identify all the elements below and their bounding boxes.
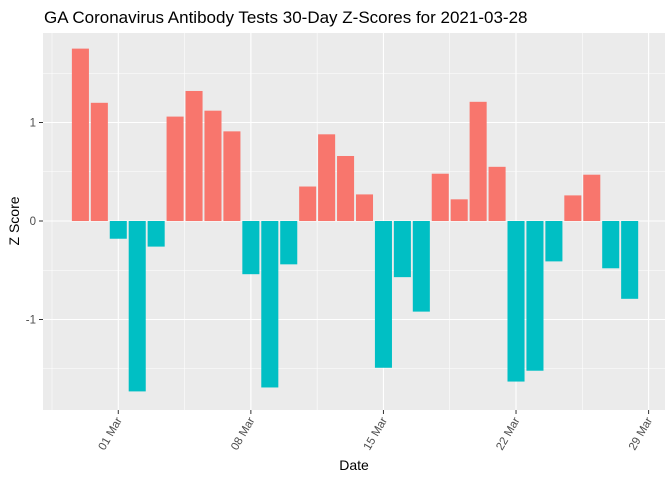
y-tick-label: 0 <box>30 216 36 228</box>
y-axis-label: Z Score <box>6 196 22 245</box>
bar <box>90 102 108 221</box>
bar <box>488 166 506 221</box>
x-tick-label: 01 Mar <box>97 415 125 452</box>
bar <box>71 48 89 221</box>
bar <box>185 90 203 221</box>
chart-title: GA Coronavirus Antibody Tests 30-Day Z-S… <box>44 8 527 27</box>
x-tick-label: 29 Mar <box>627 415 655 452</box>
bar <box>507 221 525 382</box>
bar <box>223 131 241 221</box>
bar <box>564 195 582 221</box>
bar <box>393 221 411 278</box>
bar <box>318 134 336 221</box>
bar <box>166 116 184 221</box>
bar <box>450 199 468 221</box>
x-tick-label: 08 Mar <box>229 415 257 452</box>
bars <box>71 48 639 392</box>
bar <box>602 221 620 269</box>
bar <box>128 221 146 392</box>
x-tick-label: 22 Mar <box>494 415 522 452</box>
bar <box>355 194 374 221</box>
bar <box>261 221 279 388</box>
bar <box>583 174 601 221</box>
bar <box>337 155 355 221</box>
bar <box>431 173 449 221</box>
y-axis: -1 0 1 <box>26 118 43 327</box>
y-tick-label: 1 <box>30 118 36 130</box>
y-tick-label: -1 <box>26 315 36 327</box>
bar <box>545 221 563 262</box>
x-tick-label: 15 Mar <box>362 415 390 452</box>
bar <box>526 221 544 371</box>
x-axis: 01 Mar 08 Mar 15 Mar 22 Mar 29 Mar <box>97 410 655 453</box>
bar <box>242 221 260 275</box>
bar <box>621 221 639 299</box>
bar <box>147 221 165 247</box>
bar <box>109 221 127 239</box>
bar <box>469 101 487 221</box>
bar <box>412 221 430 312</box>
bar <box>299 186 317 221</box>
bar <box>374 221 392 368</box>
bar <box>204 110 222 221</box>
bar <box>280 221 298 265</box>
x-axis-label: Date <box>339 457 369 473</box>
